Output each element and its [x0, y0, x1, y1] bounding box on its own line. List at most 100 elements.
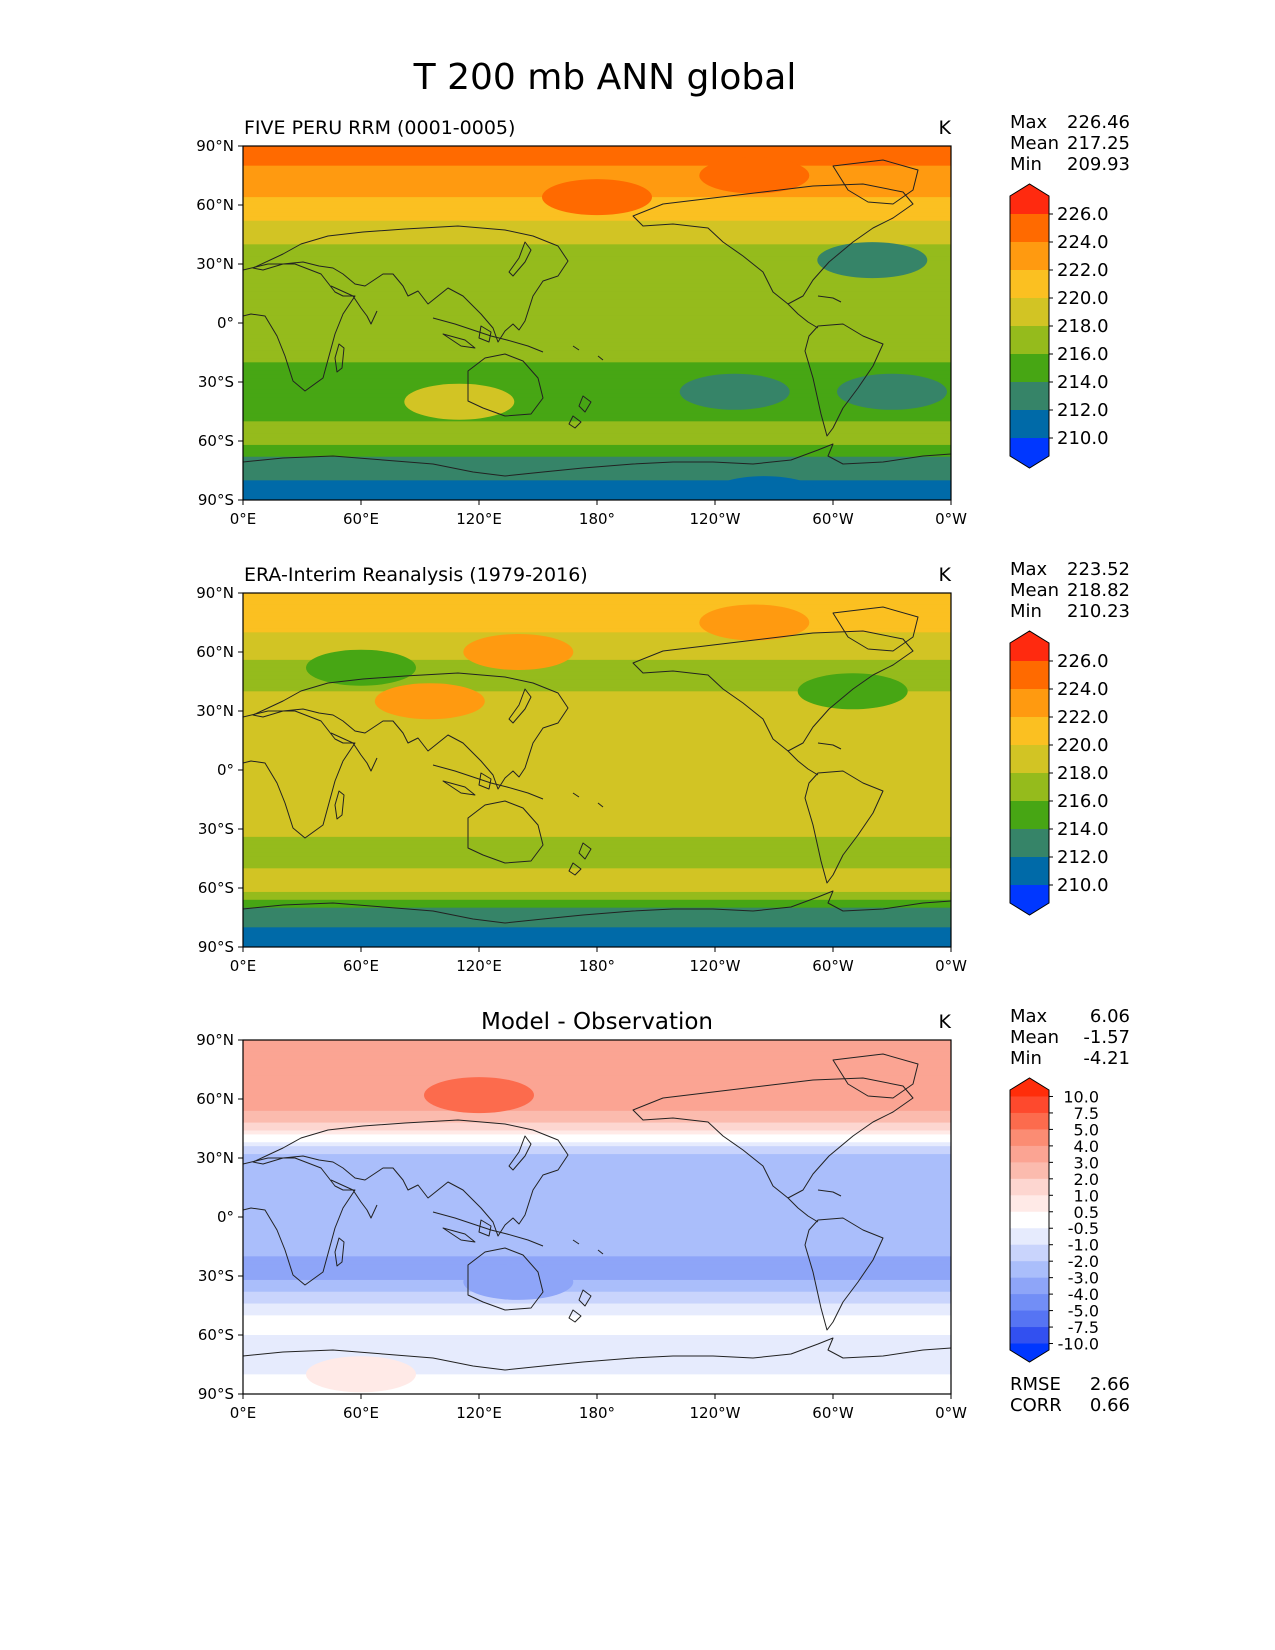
lat-tick-label: 30°S	[198, 820, 234, 838]
colorbar-segment	[1010, 1228, 1049, 1246]
field-band	[243, 283, 951, 289]
field-band	[243, 1244, 951, 1250]
colorbar-label: 216.0	[1057, 791, 1109, 812]
field-band	[243, 711, 951, 716]
stat-label-min: Min	[1010, 601, 1042, 622]
field-band	[243, 738, 951, 744]
lon-tick-label: 180°	[579, 510, 615, 528]
field-band	[243, 1335, 951, 1340]
lat-tick-label: 30°N	[196, 1149, 234, 1167]
field-band	[243, 1122, 951, 1128]
field-band	[243, 1102, 951, 1108]
field-band	[243, 275, 951, 281]
field-band	[243, 484, 951, 489]
field-band	[243, 437, 951, 442]
field-band	[243, 429, 951, 434]
field-band	[243, 762, 951, 767]
field-band	[243, 1075, 951, 1080]
field-band	[243, 220, 951, 226]
field-band	[243, 393, 951, 399]
stat-value-min: -4.21	[1083, 1048, 1130, 1069]
field-band	[243, 1283, 951, 1289]
field-band	[243, 236, 951, 241]
field-band	[243, 311, 951, 316]
stat-label-max: Max	[1010, 1006, 1048, 1027]
field-band	[243, 872, 951, 877]
field-band	[243, 663, 951, 669]
lon-tick-label: 0°E	[230, 957, 257, 975]
field-band	[243, 382, 951, 387]
colorbar-label: 226.0	[1057, 651, 1109, 672]
field-feature	[679, 373, 790, 410]
field-band	[243, 319, 951, 324]
colorbar-cap-bottom	[1010, 1343, 1049, 1362]
field-band	[243, 734, 951, 740]
field-band	[243, 742, 951, 747]
lat-tick-label: 0°	[217, 314, 234, 332]
field-feature	[542, 179, 652, 216]
field-band	[243, 667, 951, 673]
field-band	[243, 228, 951, 234]
field-band	[243, 746, 951, 751]
field-band	[243, 157, 951, 163]
field-band	[243, 632, 951, 637]
field-band	[243, 460, 951, 466]
colorbar-label: 212.0	[1057, 847, 1109, 868]
field-band	[243, 832, 951, 838]
field-band	[243, 1342, 951, 1348]
field-band	[243, 1248, 951, 1253]
stat-label-rmse: RMSE	[1010, 1374, 1061, 1395]
field-band	[243, 303, 951, 308]
field-band	[243, 1087, 951, 1092]
stat-value-min: 209.93	[1067, 154, 1130, 175]
field-band	[243, 876, 951, 881]
field-band	[243, 722, 951, 728]
field-band	[243, 864, 951, 869]
field-band	[243, 389, 951, 395]
colorbar-segment	[1010, 1261, 1049, 1279]
field-feature	[463, 1263, 574, 1300]
field-band	[243, 809, 951, 814]
field-band	[243, 444, 951, 450]
colorbar-label: 3.0	[1074, 1153, 1099, 1172]
field-band	[243, 695, 951, 700]
field-band	[243, 456, 951, 462]
field-band	[243, 1040, 951, 1045]
field-band	[243, 1276, 951, 1281]
field-band	[243, 671, 951, 677]
field-band	[243, 448, 951, 454]
field-band	[243, 770, 951, 775]
field-band	[243, 441, 951, 446]
stat-label-mean: Mean	[1010, 133, 1059, 154]
field-band	[243, 1091, 951, 1096]
field-band	[243, 895, 951, 901]
lat-tick-label: 90°S	[198, 1385, 234, 1403]
field-band	[243, 604, 951, 610]
field-band	[243, 703, 951, 708]
field-feature	[837, 373, 947, 410]
colorbar-segment	[1010, 326, 1049, 355]
lat-tick-label: 30°S	[198, 373, 234, 391]
field-band	[243, 1331, 951, 1336]
colorbar-segment	[1010, 1129, 1049, 1147]
field-band	[243, 1252, 951, 1257]
field-band	[243, 766, 951, 771]
field-band	[243, 1299, 951, 1305]
field-band	[243, 330, 951, 336]
colorbar-label: -1.0	[1068, 1236, 1099, 1255]
map-field	[243, 593, 951, 947]
lon-tick-label: 60°E	[343, 510, 379, 528]
lat-tick-label: 30°N	[196, 702, 234, 720]
stat-value-max: 223.52	[1067, 559, 1130, 580]
field-band	[243, 1161, 951, 1167]
field-band	[243, 1130, 951, 1135]
field-band	[243, 848, 951, 854]
colorbar-label: 220.0	[1057, 735, 1109, 756]
field-band	[243, 1256, 951, 1261]
field-feature	[817, 242, 928, 279]
colorbar-segment	[1010, 773, 1049, 802]
field-band	[243, 655, 951, 661]
field-band	[243, 334, 951, 340]
field-band	[243, 1224, 951, 1230]
field-band	[243, 821, 951, 826]
